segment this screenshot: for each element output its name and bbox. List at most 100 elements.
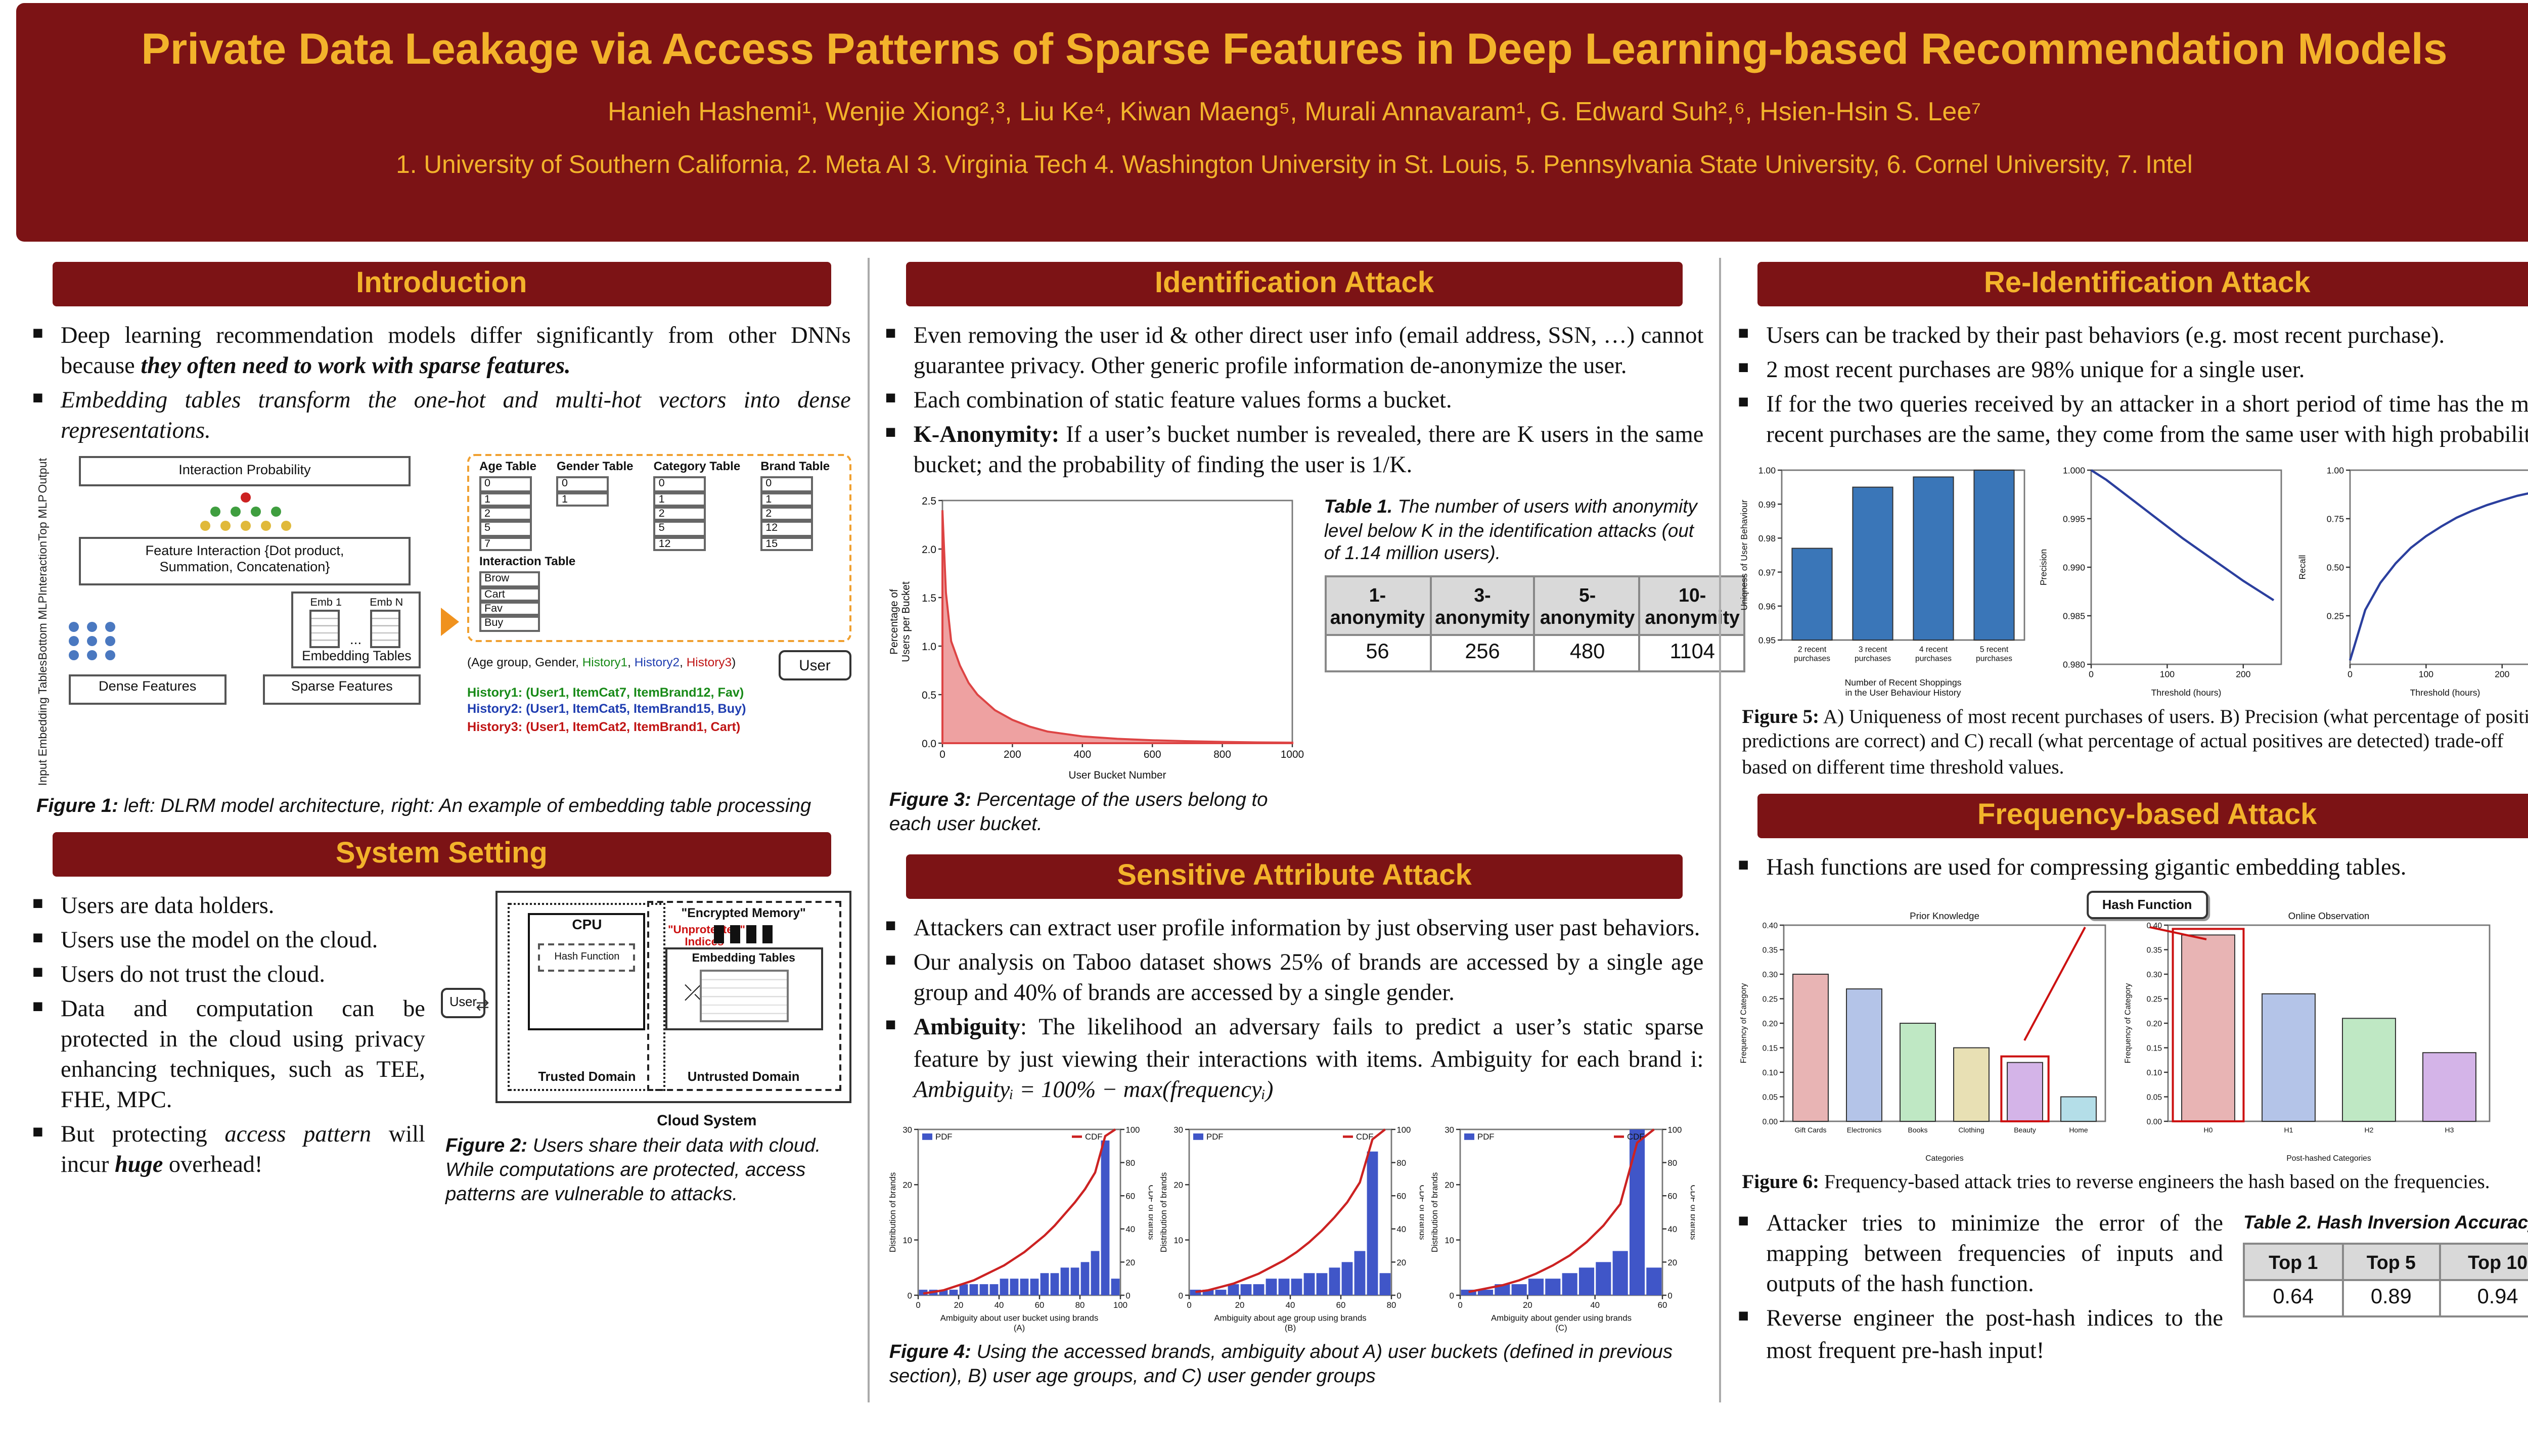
figure-2-caption: Figure 2: Users share their data with cl… — [445, 1134, 821, 1206]
table-2-caption: Table 2. Hash Inversion Accuracy — [2243, 1213, 2528, 1233]
dlrm-architecture: Output Top MLP Interaction Bottom MLP In… — [32, 454, 433, 789]
svg-text:0.980: 0.980 — [2063, 660, 2086, 670]
svg-text:40: 40 — [1667, 1224, 1677, 1234]
table-cell: 15 — [760, 536, 814, 552]
bullet-item: Even removing the user id & other direct… — [885, 321, 1704, 382]
svg-text:0.40: 0.40 — [2147, 922, 2163, 930]
table-cell: 2 — [760, 507, 814, 522]
svg-text:60: 60 — [1396, 1191, 1406, 1200]
svg-text:Threshold (hours): Threshold (hours) — [2152, 688, 2222, 698]
figure-5b-chart: 0.980 0.985 0.990 0.995 1.000 Precision 0 100 20… — [2039, 466, 2283, 698]
svg-text:0: 0 — [1457, 1299, 1462, 1309]
bullet-item: Users do not trust the cloud. — [32, 959, 425, 989]
embedding-tables-label: Embedding Tables — [302, 649, 412, 664]
gender-table: Gender Table 0 1 — [556, 463, 634, 507]
svg-text:Ambiguity about gender using b: Ambiguity about gender using brands (C) — [1491, 1312, 1631, 1332]
bullet-item: Each combination of static feature value… — [885, 386, 1704, 416]
svg-text:Precision: Precision — [2039, 550, 2049, 586]
svg-text:2.5: 2.5 — [921, 496, 936, 508]
svg-text:20: 20 — [902, 1179, 912, 1189]
svg-text:800: 800 — [1213, 749, 1231, 761]
svg-text:0.25: 0.25 — [2147, 995, 2163, 1004]
emb-n: Emb N — [370, 597, 403, 648]
cloud-system-box: CPU Hash Function Trusted Domain "Unprot… — [495, 890, 851, 1103]
svg-text:20: 20 — [1396, 1257, 1406, 1266]
svg-text:Electronics: Electronics — [1847, 1126, 1882, 1134]
svg-text:0: 0 — [907, 1290, 911, 1300]
table-1: 1-anonymity 3-anonymity 5-anonymity 10-a… — [1324, 575, 1746, 672]
svg-text:0.05: 0.05 — [2147, 1093, 2163, 1102]
svg-text:30: 30 — [1173, 1124, 1183, 1134]
table-1-header: 5-anonymity — [1533, 575, 1641, 636]
svg-text:CDF: CDF — [1085, 1131, 1102, 1141]
table-2-block: Table 2. Hash Inversion Accuracy Top 1 T… — [2243, 1209, 2528, 1318]
untrusted-domain-label: Untrusted Domain — [687, 1070, 800, 1084]
svg-text:100: 100 — [1667, 1124, 1681, 1134]
svg-text:CDF of brands: CDF of brands — [1417, 1184, 1423, 1239]
poster: Private Data Leakage via Access Patterns… — [0, 3, 2528, 1456]
svg-text:0.00: 0.00 — [1763, 1118, 1779, 1126]
section-heading-sensitive-attribute-attack: Sensitive Attribute Attack — [906, 855, 1683, 900]
embedding-tables-panel: Age Table 0 1 2 5 7 Gender Table 0 1 — [467, 454, 851, 642]
svg-text:0.985: 0.985 — [2063, 612, 2086, 622]
side-label-input-embedding: Input Embedding Tables — [38, 659, 51, 785]
svg-text:1.00: 1.00 — [1759, 466, 1776, 476]
figure-1-caption: Figure 1: left: DLRM model architecture,… — [36, 795, 811, 817]
frequency-bottom-row: Attacker tries to minimize the error of … — [1738, 1209, 2528, 1377]
svg-text:0.05: 0.05 — [1763, 1093, 1779, 1102]
figure-3-caption: Figure 3: Percentage of the users belong… — [889, 790, 1268, 837]
bullet-item: 2 most recent purchases are 98% unique f… — [1738, 355, 2528, 385]
frequency-bullets-bottom: Attacker tries to minimize the error of … — [1738, 1209, 2223, 1369]
bullet-item: If for the two queries received by an at… — [1738, 390, 2528, 451]
svg-text:0.20: 0.20 — [1763, 1020, 1779, 1028]
svg-text:400: 400 — [1073, 749, 1091, 761]
table-1-header-row: 1-anonymity 3-anonymity 5-anonymity 10-a… — [1324, 575, 1746, 636]
svg-text:1.0: 1.0 — [921, 642, 936, 653]
table-cell: 1 — [760, 491, 814, 507]
bullet-item: Attacker tries to minimize the error of … — [1738, 1209, 2223, 1300]
table-1-header: 3-anonymity — [1429, 575, 1536, 636]
svg-text:0.10: 0.10 — [2147, 1069, 2163, 1077]
svg-text:Home: Home — [2070, 1126, 2089, 1134]
frequency-bullets-top: Hash functions are used for compressing … — [1738, 852, 2528, 883]
table-cell: Fav — [479, 601, 540, 617]
figure-5c-chart: 0.25 0.50 0.75 1.00 Recall 0 100 200 Threshold (… — [2298, 466, 2528, 698]
bullet-item: Data and computation can be protected in… — [32, 993, 425, 1115]
svg-text:20: 20 — [1444, 1179, 1454, 1189]
figure-4a-chart: 0 10 20 30 Distribution of brands 0 20 40 60 80 10… — [887, 1124, 1152, 1332]
svg-text:0: 0 — [1178, 1290, 1182, 1300]
svg-text:CDF of brands: CDF of brands — [1688, 1184, 1694, 1239]
svg-text:H2: H2 — [2365, 1126, 2374, 1134]
bullet-item: Deep learning recommendation models diff… — [32, 321, 851, 382]
svg-text:Post-hashed Categories: Post-hashed Categories — [2287, 1154, 2372, 1163]
system-setting-row: Users are data holders. Users use the mo… — [32, 890, 851, 1219]
svg-text:0.30: 0.30 — [2147, 971, 2163, 979]
table-cell: Cart — [479, 586, 540, 602]
history-lines: History1: (User1, ItemCat7, ItemBrand12,… — [467, 686, 851, 738]
svg-text:0: 0 — [915, 1299, 920, 1309]
poster-header: Private Data Leakage via Access Patterns… — [16, 3, 2528, 242]
svg-text:600: 600 — [1143, 749, 1161, 761]
svg-text:0: 0 — [2089, 670, 2094, 680]
orange-arrow-icon — [441, 607, 459, 636]
side-label-top-mlp: Top MLP — [38, 493, 51, 540]
svg-text:PDF: PDF — [935, 1131, 952, 1141]
svg-text:Distribution of brands: Distribution of brands — [1158, 1171, 1167, 1252]
age-table: Age Table 0 1 2 5 7 — [479, 463, 536, 552]
svg-text:40: 40 — [994, 1299, 1003, 1309]
figure-4-caption: Figure 4: Using the accessed brands, amb… — [889, 1341, 1673, 1388]
figure-5-caption: Figure 5: A) Uniqueness of most recent p… — [1742, 707, 2528, 779]
table-cell: 1 — [653, 491, 706, 507]
svg-text:40: 40 — [1590, 1299, 1599, 1309]
svg-text:60: 60 — [1667, 1191, 1677, 1200]
encrypted-memory-label: "Encrypted Memory" — [681, 906, 806, 921]
svg-text:80: 80 — [1386, 1299, 1395, 1309]
svg-text:Ambiguity about age group usin: Ambiguity about age group using brands (B… — [1213, 1312, 1366, 1332]
interaction-table: Interaction Table Brow Cart Fav Buy — [479, 557, 576, 632]
table-2: Top 1 Top 5 Top 10 0.64 0.89 0.94 — [2243, 1243, 2528, 1318]
poster-affiliations: 1. University of Southern California, 2.… — [396, 151, 2193, 179]
svg-text:80: 80 — [1074, 1299, 1084, 1309]
svg-text:0.0: 0.0 — [921, 739, 936, 750]
